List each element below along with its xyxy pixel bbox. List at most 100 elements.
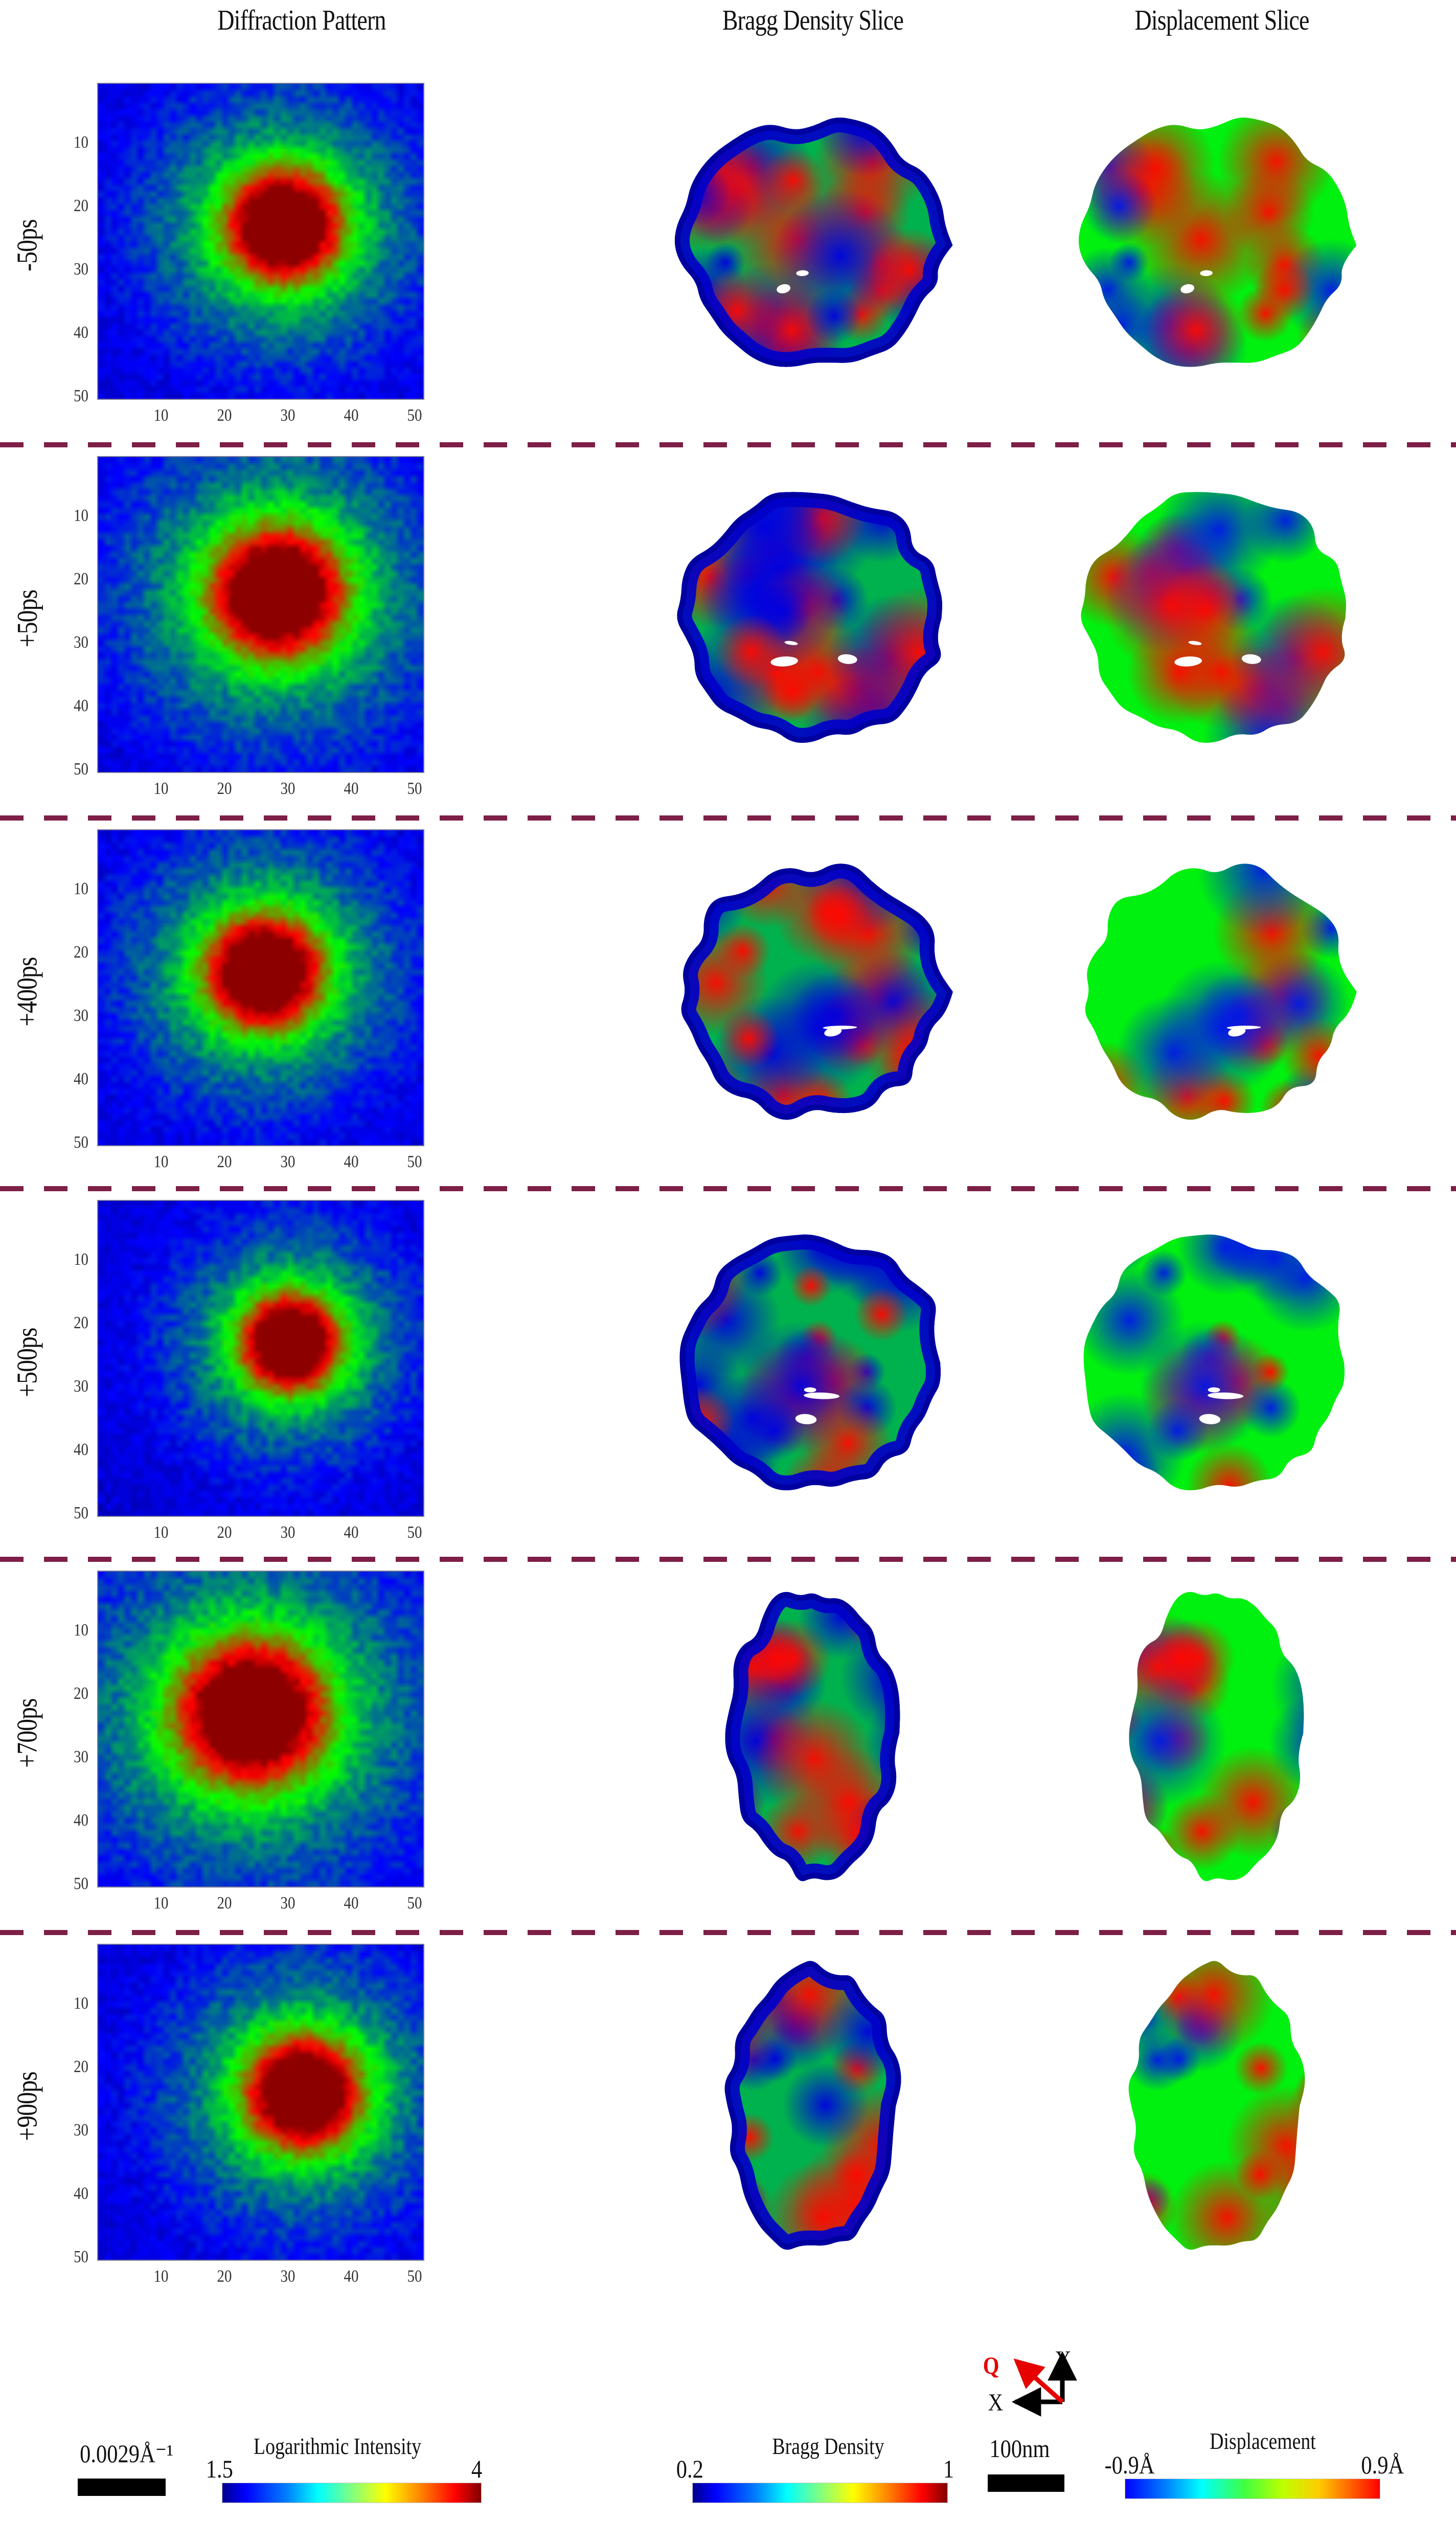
q-vector-label: Q bbox=[983, 2352, 999, 2379]
colorbar-max-logarithmic-intensity: 4 bbox=[471, 2455, 483, 2483]
y-axis-tick: 30 bbox=[74, 1006, 88, 1025]
bragg-density-panel-3 bbox=[649, 1199, 976, 1526]
column-header-diffraction: Diffraction Pattern bbox=[217, 5, 386, 36]
row-label-1: +50ps bbox=[3, 450, 52, 787]
row-separator-3 bbox=[0, 1557, 1456, 1562]
y-axis-tick: 30 bbox=[74, 633, 88, 652]
colorbar-logarithmic-intensity bbox=[222, 2483, 482, 2503]
displacement-panel-5 bbox=[1053, 1943, 1380, 2270]
panel-row-plus400ps: +400ps 10 20 30 40 50 10 20 30 40 50 bbox=[0, 823, 1456, 1181]
y-axis-tick: 50 bbox=[74, 1504, 88, 1523]
y-axis-tick: 30 bbox=[74, 1377, 88, 1396]
diffraction-panel-1: 10 20 30 40 50 10 20 30 40 50 bbox=[74, 456, 424, 798]
colorbar-displacement bbox=[1125, 2479, 1380, 2499]
y-axis-tick: 10 bbox=[74, 1994, 88, 2013]
x-axis-tick: 30 bbox=[280, 1152, 295, 1171]
diffraction-heatmap bbox=[97, 83, 424, 400]
x-axis-tick: 50 bbox=[407, 406, 422, 425]
y-axis-tick: 20 bbox=[74, 1684, 88, 1703]
x-axis-tick: 10 bbox=[153, 1152, 169, 1171]
panel-row-plus700ps: +700ps 10 20 30 40 50 10 20 30 40 50 bbox=[0, 1564, 1456, 1922]
x-axis-tick: 30 bbox=[280, 2267, 295, 2286]
colorbar-min-displacement: -0.9Å bbox=[1104, 2450, 1155, 2479]
panel-row-plus50ps: +50ps 10 20 30 40 50 10 20 30 40 50 bbox=[0, 450, 1456, 808]
y-axis-tick: 40 bbox=[74, 1440, 88, 1459]
x-axis-tick: 40 bbox=[344, 2267, 359, 2286]
y-axis-tick: 30 bbox=[74, 260, 88, 279]
y-axis-tick: 20 bbox=[74, 1313, 88, 1332]
x-axis-tick: 40 bbox=[344, 1152, 359, 1171]
y-axis-tick: 20 bbox=[74, 570, 88, 588]
diffraction-panel-0: 10 20 30 40 50 10 20 30 40 50 bbox=[74, 83, 424, 425]
displacement-panel-3 bbox=[1053, 1199, 1380, 1526]
x-axis-tick: 50 bbox=[407, 1152, 422, 1171]
x-axis-tick: 50 bbox=[407, 1523, 422, 1542]
row-label-5: +900ps bbox=[3, 1938, 52, 2275]
x-axis-tick: 30 bbox=[280, 1894, 295, 1913]
y-axis-tick: 20 bbox=[74, 196, 88, 215]
x-axis-tick: 50 bbox=[407, 1894, 422, 1913]
x-axis-tick: 30 bbox=[280, 1523, 295, 1542]
y-axis-tick: 20 bbox=[74, 943, 88, 962]
bragg-density-panel-0 bbox=[649, 82, 976, 409]
column-header-displacement: Displacement Slice bbox=[1134, 5, 1309, 36]
y-axis-tick: 30 bbox=[74, 1747, 88, 1766]
x-axis-tick: 40 bbox=[344, 406, 359, 425]
row-separator-1 bbox=[0, 815, 1456, 821]
displacement-panel-1 bbox=[1053, 455, 1380, 782]
bragg-density-panel-4 bbox=[649, 1570, 976, 1897]
diffraction-heatmap bbox=[97, 829, 424, 1146]
x-axis-tick: 50 bbox=[407, 2267, 422, 2286]
reciprocal-scalebar bbox=[78, 2479, 166, 2496]
row-label-2: +400ps bbox=[3, 823, 52, 1161]
panel-row-plus900ps: +900ps 10 20 30 40 50 10 20 30 40 50 bbox=[0, 1938, 1456, 2296]
colorbar-bragg-density bbox=[692, 2483, 948, 2503]
row-label-3: +500ps bbox=[3, 1194, 52, 1531]
real-scalebar-label: 100nm bbox=[989, 2434, 1050, 2463]
y-axis-tick: 10 bbox=[74, 1621, 88, 1640]
bragg-density-panel-1 bbox=[649, 455, 976, 782]
colorbar-title-logarithmic-intensity: Logarithmic Intensity bbox=[254, 2433, 421, 2459]
x-axis-tick: 30 bbox=[280, 406, 295, 425]
row-label-4: +700ps bbox=[3, 1564, 52, 1902]
colorbar-title-bragg-density: Bragg Density bbox=[772, 2433, 884, 2459]
y-axis-tick: 50 bbox=[74, 2247, 88, 2266]
x-axis-tick: 20 bbox=[217, 1894, 232, 1913]
y-axis-tick: 40 bbox=[74, 1811, 88, 1830]
colorbar-min-bragg-density: 0.2 bbox=[676, 2455, 703, 2483]
row-separator-0 bbox=[0, 442, 1456, 447]
orientation-axes-icon bbox=[1011, 2351, 1077, 2417]
y-axis-tick: 50 bbox=[74, 1133, 88, 1152]
bragg-density-panel-5 bbox=[649, 1943, 976, 2270]
x-axis-tick: 20 bbox=[217, 2267, 232, 2286]
colorbar-min-logarithmic-intensity: 1.5 bbox=[206, 2455, 233, 2483]
reciprocal-scalebar-label: 0.0029Å⁻¹ bbox=[80, 2439, 173, 2468]
y-axis-tick: 50 bbox=[74, 387, 88, 405]
x-axis-tick: 10 bbox=[153, 406, 169, 425]
column-header-bragg-density: Bragg Density Slice bbox=[722, 5, 904, 36]
panel-row-minus50ps: -50ps 10 20 30 40 50 10 20 30 40 50 bbox=[0, 77, 1456, 435]
diffraction-panel-2: 10 20 30 40 50 10 20 30 40 50 bbox=[74, 829, 424, 1171]
x-axis-tick: 10 bbox=[153, 1523, 169, 1542]
colorbar-max-displacement: 0.9Å bbox=[1361, 2450, 1404, 2479]
diffraction-heatmap bbox=[97, 1200, 424, 1517]
y-axis-tick: 50 bbox=[74, 760, 88, 779]
diffraction-panel-3: 10 20 30 40 50 10 20 30 40 50 bbox=[74, 1200, 424, 1542]
x-axis-tick: 10 bbox=[153, 1894, 169, 1913]
bragg-density-panel-2 bbox=[649, 828, 976, 1155]
x-axis-tick: 40 bbox=[344, 779, 359, 798]
diffraction-heatmap bbox=[97, 456, 424, 773]
x-axis-tick: 40 bbox=[344, 1523, 359, 1542]
row-label-0: -50ps bbox=[3, 77, 52, 414]
x-axis-tick: 20 bbox=[217, 779, 232, 798]
x-axis-tick: 30 bbox=[280, 779, 295, 798]
row-separator-2 bbox=[0, 1186, 1456, 1191]
y-axis-tick: 40 bbox=[74, 323, 88, 342]
y-axis-tick: 50 bbox=[74, 1874, 88, 1893]
y-axis-tick: 10 bbox=[74, 506, 88, 525]
x-axis-tick: 40 bbox=[344, 1894, 359, 1913]
diffraction-heatmap bbox=[97, 1571, 424, 1888]
y-axis-tick: 10 bbox=[74, 1250, 88, 1269]
y-axis-tick: 40 bbox=[74, 696, 88, 715]
y-axis-tick: 10 bbox=[74, 879, 88, 898]
